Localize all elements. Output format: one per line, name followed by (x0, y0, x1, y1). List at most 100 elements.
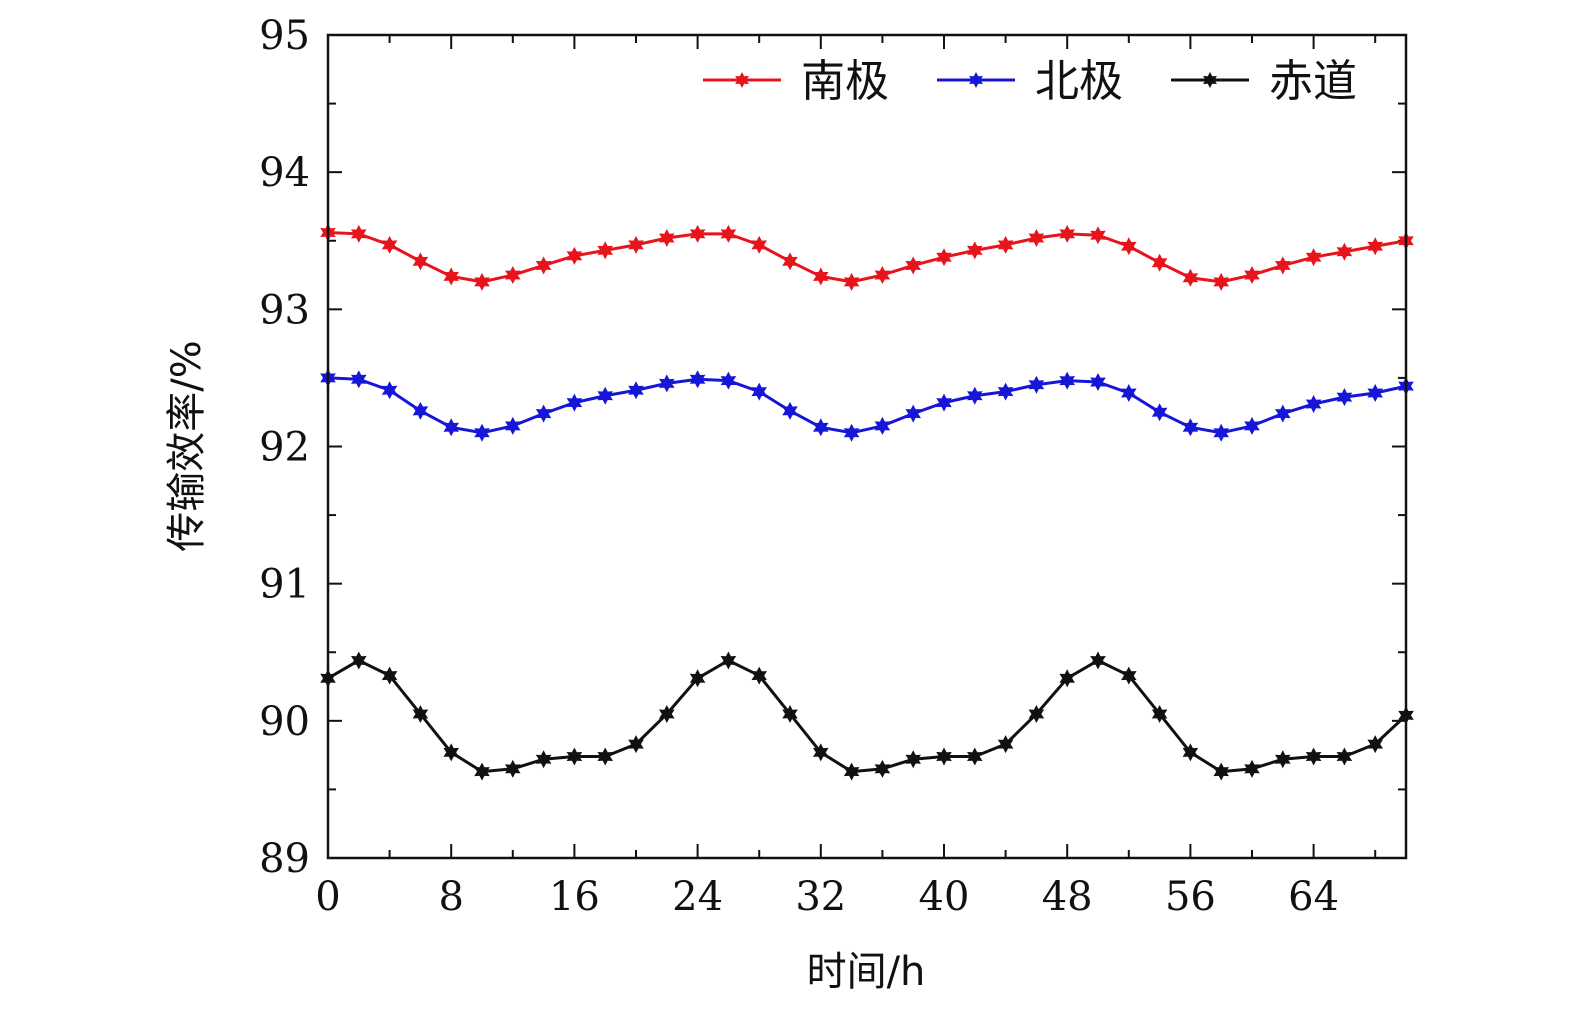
data-point (997, 382, 1014, 401)
data-point (1367, 384, 1383, 402)
data-point (628, 381, 644, 400)
data-point (843, 423, 860, 442)
x-tick-label: 8 (438, 874, 463, 920)
data-point (566, 747, 583, 766)
legend-label: 南极 (801, 56, 889, 107)
series-0 (320, 223, 1414, 291)
data-point (813, 267, 829, 286)
data-point (967, 386, 983, 405)
legend: 南极 北极 赤道 (703, 56, 1357, 107)
data-point (1182, 268, 1199, 287)
data-point (474, 762, 490, 781)
data-point (1059, 224, 1075, 243)
data-point (1367, 237, 1383, 256)
data-point (720, 224, 737, 243)
y-tick-label: 95 (259, 13, 310, 59)
data-point (843, 762, 860, 781)
data-point (720, 371, 737, 390)
data-point (874, 759, 891, 778)
data-point (751, 382, 767, 401)
data-point (1213, 272, 1229, 291)
legend-marker (969, 72, 983, 88)
legend-item: 北极 (937, 56, 1123, 107)
data-point (874, 266, 891, 285)
data-point (1151, 704, 1168, 723)
data-point (1244, 266, 1260, 285)
legend-marker (1203, 72, 1217, 88)
data-point (1213, 762, 1229, 781)
data-point (1182, 743, 1199, 762)
y-axis-label: 传输效率/% (164, 340, 210, 551)
data-point (936, 393, 952, 412)
data-point (751, 666, 767, 685)
data-point (689, 669, 706, 688)
y-tick-label: 92 (259, 425, 310, 471)
data-point (1213, 423, 1229, 442)
data-point (1305, 747, 1322, 766)
data-point (1151, 253, 1168, 272)
data-point (782, 401, 798, 420)
data-point (782, 252, 798, 271)
data-point (751, 235, 767, 254)
data-point (381, 235, 398, 254)
y-axis: 89 90 91 92 93 94 95 (259, 13, 1406, 882)
data-point (505, 759, 521, 778)
data-point (997, 235, 1014, 254)
data-point (1028, 704, 1045, 723)
data-point (1090, 226, 1106, 245)
data-point (1336, 747, 1353, 766)
data-point (659, 704, 675, 723)
data-point (1244, 759, 1260, 778)
data-point (535, 750, 552, 769)
data-point (628, 735, 644, 754)
data-point (1028, 229, 1045, 248)
x-tick-label: 16 (549, 874, 600, 920)
y-tick-label: 93 (259, 287, 310, 333)
x-tick-label: 32 (795, 874, 846, 920)
data-point (443, 418, 459, 437)
data-point (689, 370, 706, 389)
data-point (1090, 373, 1106, 392)
data-point (1028, 375, 1045, 394)
data-point (905, 404, 921, 423)
data-point (659, 229, 675, 248)
data-point (1151, 403, 1168, 422)
data-point (843, 272, 860, 291)
data-point (1182, 418, 1199, 437)
data-point (474, 272, 490, 291)
x-tick-label: 0 (315, 874, 340, 920)
data-point (1367, 735, 1383, 754)
legend-item: 南极 (703, 56, 889, 107)
x-axis-label: 时间/h (807, 949, 926, 995)
data-point (412, 252, 429, 271)
data-point (1059, 371, 1075, 390)
data-point (905, 750, 921, 769)
data-point (720, 651, 737, 670)
data-point (381, 666, 398, 685)
data-point (1121, 237, 1137, 256)
x-tick-label: 64 (1288, 874, 1339, 920)
data-point (566, 393, 583, 412)
data-point (813, 418, 829, 437)
data-point (628, 235, 644, 254)
data-point (1336, 242, 1353, 261)
series-line (327, 658, 1408, 774)
series-line (327, 376, 1407, 435)
data-point (782, 704, 798, 723)
data-point (535, 404, 552, 423)
data-point (1305, 248, 1322, 267)
x-axis: 0 8 16 24 32 40 48 56 64 (315, 35, 1377, 920)
data-point (1275, 404, 1291, 423)
x-tick-label: 24 (672, 874, 723, 920)
data-point (412, 704, 429, 723)
data-point (967, 747, 983, 766)
data-point (936, 248, 952, 267)
data-point (381, 381, 398, 400)
plot-frame (326, 33, 1408, 860)
data-point (967, 241, 983, 260)
data-point (689, 224, 706, 243)
data-point (1090, 651, 1106, 670)
data-point (1336, 388, 1353, 407)
data-point (474, 423, 490, 442)
